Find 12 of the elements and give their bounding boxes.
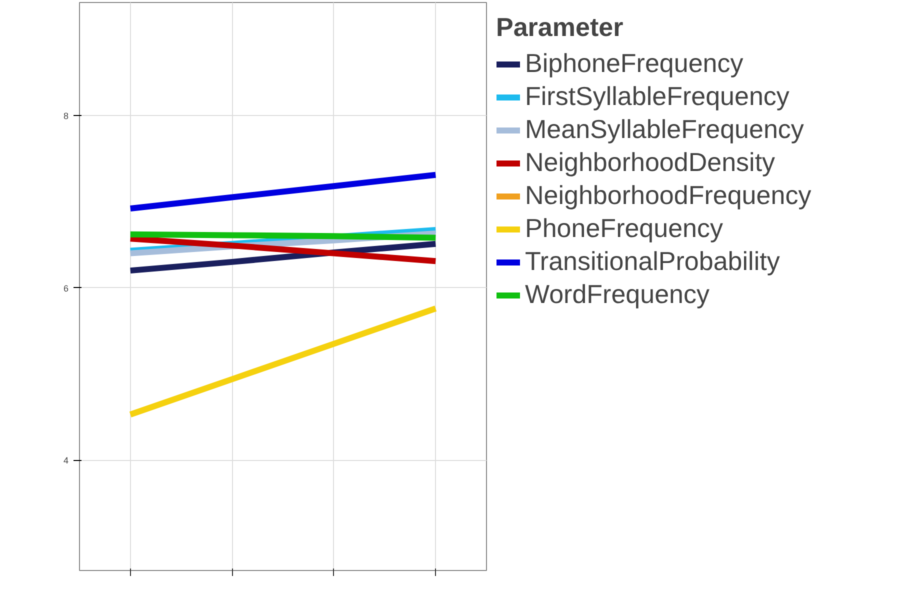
y-tick-label: 6 — [63, 283, 69, 294]
legend-label: NeighborhoodDensity — [525, 147, 776, 178]
legend-label: FirstSyllableFrequency — [525, 81, 790, 112]
y-tick-label: 8 — [63, 110, 69, 121]
legend-label: NeighborhoodFrequency — [525, 180, 812, 211]
y-tick-label: 4 — [63, 456, 69, 466]
legend-label: BiphoneFrequency — [525, 48, 744, 79]
legend-label: WordFrequency — [525, 279, 710, 310]
legend-title: Parameter — [496, 12, 624, 43]
legend-label: MeanSyllableFrequency — [525, 114, 804, 145]
legend-label: TransitionalProbability — [525, 246, 780, 277]
legend-label: PhoneFrequency — [525, 213, 724, 244]
